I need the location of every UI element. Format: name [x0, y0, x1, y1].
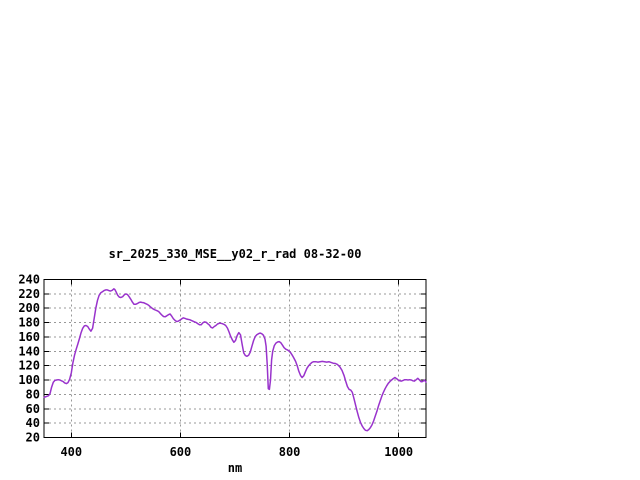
x-tick-label: 600: [170, 445, 192, 459]
y-tick-label: 20: [26, 431, 40, 445]
y-tick-label: 40: [26, 416, 40, 430]
y-tick-label: 180: [18, 316, 40, 330]
y-tick-label: 160: [18, 330, 40, 344]
x-tick-label: 400: [60, 445, 82, 459]
spectrum-line: [43, 288, 427, 432]
plot-border: [43, 279, 427, 438]
y-tick-label: 60: [26, 402, 40, 416]
y-tick-label: 240: [18, 273, 40, 287]
y-tick-label: 120: [18, 359, 40, 373]
chart-title: sr_2025_330_MSE__y02_r_rad 08-32-00: [108, 247, 362, 261]
y-tick-label: 200: [18, 301, 40, 315]
y-tick-label: 80: [26, 387, 40, 401]
x-tick-label: 1000: [384, 445, 413, 459]
x-tick-label: 800: [279, 445, 301, 459]
y-tick-label: 220: [18, 287, 40, 301]
y-tick-label: 140: [18, 344, 40, 358]
x-axis-label: nm: [227, 461, 243, 475]
y-tick-label: 100: [18, 373, 40, 387]
